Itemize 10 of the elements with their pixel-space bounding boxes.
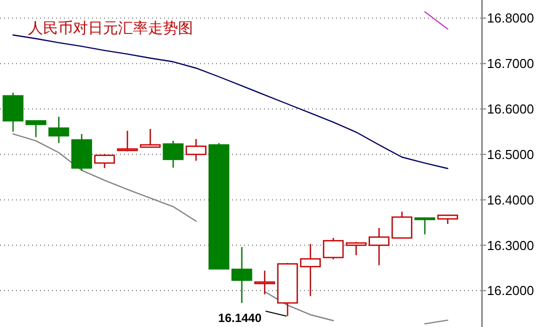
annotation: 16.1440 [218,311,262,326]
y-tick-label: 16.6000 [487,102,534,116]
y-tick-label: 16.3000 [487,238,534,253]
y-tick-label: 16.7000 [487,56,534,72]
y-tick-label: 16.4000 [487,192,534,208]
y-tick-label: 16.8000 [487,10,534,26]
line-series [12,34,448,170]
text: 人民币对日元汇率走势图 [28,19,193,37]
y-tick-label: 16.5000 [487,146,534,162]
y-tick-label: 16.2000 [487,283,534,298]
